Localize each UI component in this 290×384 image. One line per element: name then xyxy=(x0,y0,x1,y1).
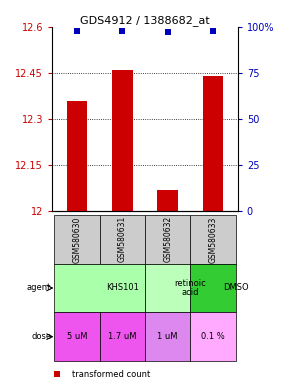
Bar xyxy=(145,215,190,264)
Bar xyxy=(55,215,100,264)
Text: dose: dose xyxy=(31,332,51,341)
Text: 5 uM: 5 uM xyxy=(67,332,87,341)
Text: KHS101: KHS101 xyxy=(106,283,139,293)
Text: DMSO: DMSO xyxy=(223,283,248,293)
Bar xyxy=(55,312,100,361)
Bar xyxy=(55,264,145,312)
Bar xyxy=(190,215,235,264)
Bar xyxy=(145,312,190,361)
Text: GSM580631: GSM580631 xyxy=(118,216,127,263)
Bar xyxy=(67,101,87,211)
Bar xyxy=(112,70,133,211)
Text: GSM580632: GSM580632 xyxy=(163,216,172,263)
Text: 1.7 uM: 1.7 uM xyxy=(108,332,137,341)
Bar xyxy=(190,264,235,312)
Text: retinoic
acid: retinoic acid xyxy=(174,279,206,297)
Text: 0.1 %: 0.1 % xyxy=(201,332,225,341)
Bar xyxy=(190,312,235,361)
Bar xyxy=(100,312,145,361)
Text: 1 uM: 1 uM xyxy=(157,332,178,341)
Bar xyxy=(203,76,223,211)
Text: transformed count: transformed count xyxy=(72,370,150,379)
Text: GSM580630: GSM580630 xyxy=(72,216,81,263)
Text: GSM580633: GSM580633 xyxy=(209,216,218,263)
Bar xyxy=(145,264,190,312)
Bar xyxy=(157,190,178,211)
Title: GDS4912 / 1388682_at: GDS4912 / 1388682_at xyxy=(80,15,210,26)
Text: agent: agent xyxy=(27,283,51,293)
Bar xyxy=(100,215,145,264)
